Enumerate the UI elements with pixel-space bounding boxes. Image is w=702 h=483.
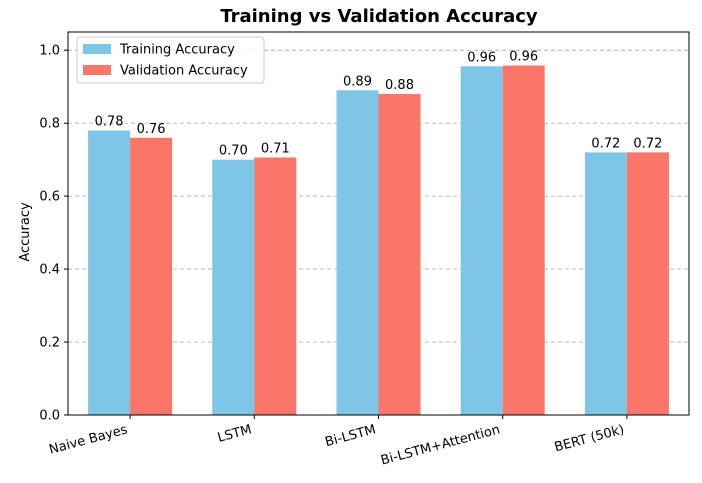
x-tick-label-1: LSTM (216, 422, 253, 445)
data-labels: 0.78 0.76 0.70 0.71 0.89 0.88 0.96 0.96 0.72 0.72 (95, 50, 663, 159)
bar-validation-0 (130, 137, 173, 415)
data-label-validation-4: 0.72 (633, 136, 662, 151)
bar-validation-3 (502, 65, 545, 415)
x-tick-label-2: Bi-LSTM (324, 422, 378, 450)
bar-training-4 (584, 152, 627, 415)
bar-training-1 (212, 159, 255, 415)
y-tick-label-0: 0.0 (39, 409, 60, 424)
plot-frame (67, 31, 690, 416)
data-label-training-0: 0.78 (95, 114, 124, 129)
bar-validation-2 (378, 94, 421, 415)
data-label-validation-1: 0.71 (261, 141, 290, 156)
data-label-training-1: 0.70 (219, 144, 248, 159)
data-label-training-2: 0.89 (343, 74, 372, 89)
legend-swatch-training (83, 44, 111, 54)
legend-label-validation: Validation Accuracy (120, 64, 248, 79)
legend-swatch-validation (83, 65, 111, 75)
bars (88, 65, 669, 415)
legend: Training Accuracy Validation Accuracy (76, 36, 265, 84)
x-tick-label-4: BERT (50k) (553, 422, 626, 455)
data-label-validation-2: 0.88 (385, 78, 414, 93)
data-label-validation-3: 0.96 (509, 50, 538, 65)
bar-validation-4 (626, 152, 669, 415)
data-label-training-4: 0.72 (591, 136, 620, 151)
y-tick-label-1: 0.2 (39, 336, 60, 351)
bar-validation-1 (254, 157, 297, 415)
legend-box (76, 36, 265, 84)
y-tick-label-5: 1.0 (39, 44, 60, 59)
y-tick-label-2: 0.4 (39, 263, 60, 278)
y-tick-label-4: 0.8 (39, 117, 60, 132)
bar-training-0 (88, 130, 131, 415)
x-tick-label-0: Naive Bayes (48, 422, 130, 457)
x-tick-label-3: Bi-LSTM+Attention (379, 422, 501, 468)
data-label-training-3: 0.96 (467, 50, 496, 65)
y-tick-label-3: 0.6 (39, 190, 60, 205)
bar-training-3 (460, 66, 503, 415)
y-axis-label: Accuracy (18, 202, 33, 262)
data-label-validation-0: 0.76 (137, 122, 166, 137)
legend-label-training: Training Accuracy (119, 43, 235, 58)
chart-title: Training vs Validation Accuracy (220, 6, 538, 27)
bar-training-2 (336, 90, 379, 415)
